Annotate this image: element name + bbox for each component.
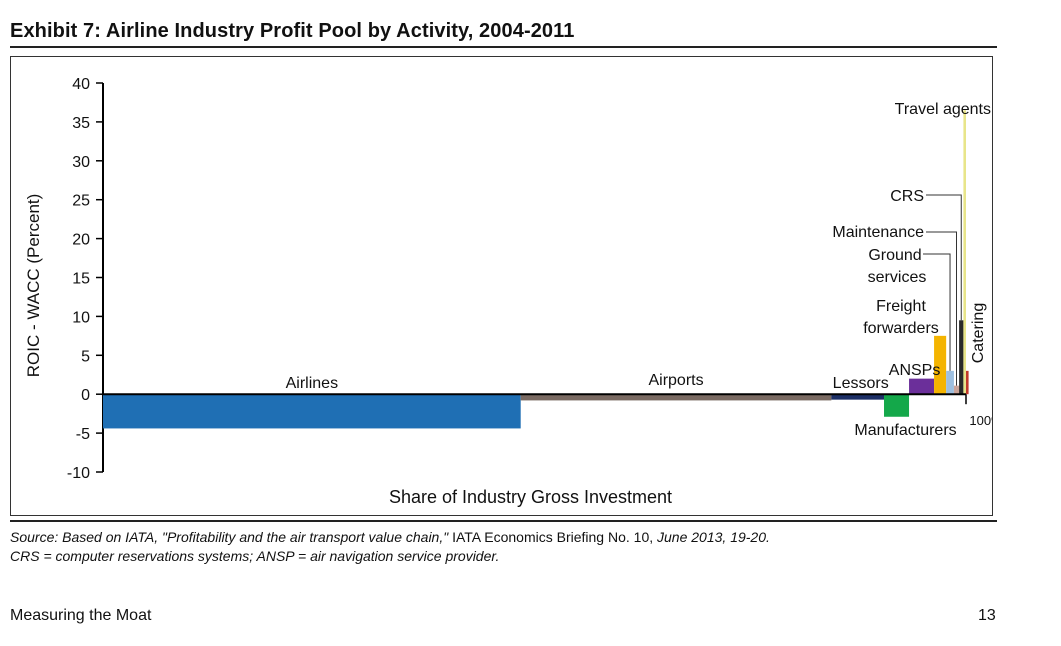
bar-catering <box>966 370 969 395</box>
footer-document-title: Measuring the Moat <box>10 607 152 624</box>
bar-lessors <box>831 394 885 400</box>
y-axis-title: ROIC - WACC (Percent) <box>24 194 43 378</box>
bar-manufacturers <box>884 394 910 417</box>
x-end-label: 100% <box>969 413 992 428</box>
y-tick-label: 5 <box>81 348 90 365</box>
bar-ansps <box>909 378 935 395</box>
y-tick-label: 15 <box>72 271 90 288</box>
label-ground-line1: Ground <box>868 247 921 264</box>
source-middle: IATA Economics Briefing No. 10, <box>448 529 658 545</box>
source-suffix: June 2013, 19-20. <box>657 529 770 545</box>
label-manufacturers: Manufacturers <box>854 422 956 439</box>
label-airports: Airports <box>648 372 703 389</box>
y-tick-label: 20 <box>72 232 90 249</box>
bar-travel-agents <box>963 110 966 395</box>
label-lessors: Lessors <box>833 375 889 392</box>
chart-frame: -10 -5 0 5 10 15 20 25 30 35 40 ROIC - WACC (Percen… <box>10 56 993 516</box>
source-rule <box>10 520 997 522</box>
label-catering: Catering <box>970 303 987 363</box>
leader-ground-services <box>923 253 951 371</box>
y-tick-label: 10 <box>72 309 90 326</box>
bar-airlines <box>103 394 521 429</box>
bar-crs <box>959 320 964 395</box>
y-tick-label: 25 <box>72 193 90 210</box>
bar-airports <box>520 394 832 401</box>
label-crs: CRS <box>890 188 924 205</box>
label-freight-line2: forwarders <box>863 320 939 337</box>
source-line-1: Source: Based on IATA, "Profitability an… <box>10 528 770 547</box>
y-tick-label: 30 <box>72 154 90 171</box>
label-travel-agents: Travel agents <box>895 101 991 118</box>
label-freight-line1: Freight <box>876 298 926 315</box>
y-tick-label: 40 <box>72 76 90 93</box>
leader-crs <box>926 194 962 321</box>
y-tick-label: 0 <box>81 387 90 404</box>
profit-pool-chart: -10 -5 0 5 10 15 20 25 30 35 40 ROIC - WACC (Percen… <box>24 76 992 507</box>
label-maintenance: Maintenance <box>832 224 924 241</box>
label-ansps: ANSPs <box>889 362 941 379</box>
y-tick-label: -5 <box>76 426 90 443</box>
source-line-2: CRS = computer reservations systems; ANS… <box>10 548 500 564</box>
footer-page-number: 13 <box>978 607 996 624</box>
title-rule <box>10 46 997 48</box>
leader-maintenance <box>926 231 958 386</box>
y-tick-label: 35 <box>72 115 90 132</box>
source-note: Source: Based on IATA, "Profitability an… <box>10 528 770 566</box>
source-prefix: Source: Based on IATA, "Profitability an… <box>10 529 449 545</box>
label-airlines: Airlines <box>286 375 338 392</box>
bar-ground-services <box>946 370 954 395</box>
bar-freight-forwarders <box>934 335 947 395</box>
x-axis-title: Share of Industry Gross Investment <box>389 487 672 507</box>
label-ground-line2: services <box>868 269 927 286</box>
y-tick-label: -10 <box>67 465 90 482</box>
bar-maintenance <box>953 385 960 395</box>
exhibit-title: Exhibit 7: Airline Industry Profit Pool … <box>10 20 575 42</box>
